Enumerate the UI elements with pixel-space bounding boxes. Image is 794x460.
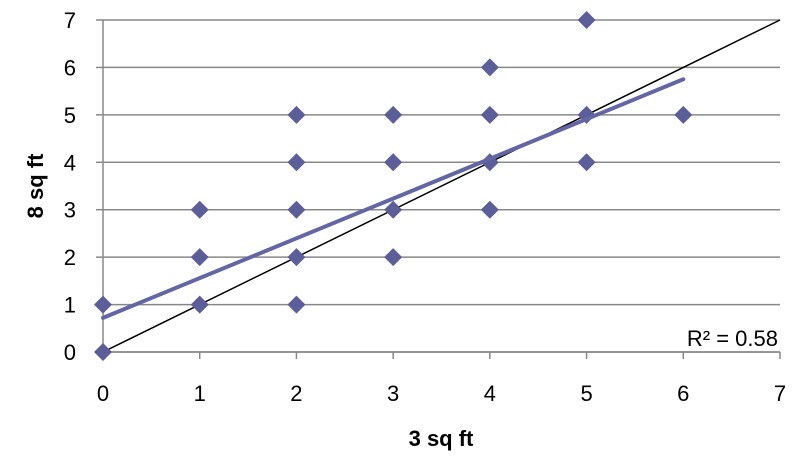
y-tick-label: 5 bbox=[64, 103, 76, 128]
x-tick-label: 4 bbox=[484, 381, 496, 406]
data-point bbox=[190, 200, 209, 219]
x-tick-label: 0 bbox=[97, 381, 109, 406]
data-point bbox=[94, 295, 112, 314]
data-point bbox=[287, 105, 306, 124]
x-axis-title: 3 sq ft bbox=[409, 426, 474, 451]
y-tick-label: 0 bbox=[64, 340, 76, 365]
data-point bbox=[480, 105, 499, 124]
x-tick-labels: 0 1 2 3 4 5 6 7 bbox=[97, 381, 786, 406]
data-point bbox=[287, 295, 306, 314]
data-point bbox=[190, 295, 209, 314]
reference-line bbox=[102, 19, 781, 353]
data-point bbox=[480, 58, 499, 77]
data-point bbox=[577, 11, 596, 29]
data-point bbox=[190, 248, 209, 267]
y-tick-label: 7 bbox=[64, 8, 76, 33]
x-tick-label: 7 bbox=[774, 381, 786, 406]
data-point bbox=[287, 200, 306, 219]
y-axis-title: 8 sq ft bbox=[23, 153, 48, 218]
trendline bbox=[101, 77, 686, 320]
trendline-group bbox=[101, 77, 686, 320]
data-point bbox=[287, 248, 306, 267]
data-point bbox=[384, 153, 403, 172]
data-point bbox=[94, 343, 112, 361]
r-squared-label: R² = 0.58 bbox=[687, 326, 778, 351]
x-tick-label: 6 bbox=[677, 381, 689, 406]
x-tick-label: 1 bbox=[194, 381, 206, 406]
x-tick-label: 5 bbox=[580, 381, 592, 406]
y-tick-labels: 0 1 2 3 4 5 6 7 bbox=[64, 8, 76, 365]
data-point bbox=[674, 105, 693, 124]
data-point bbox=[480, 200, 499, 219]
y-tick-label: 2 bbox=[64, 245, 76, 270]
y-tick-label: 4 bbox=[64, 150, 76, 175]
data-point bbox=[384, 105, 403, 124]
data-point bbox=[384, 248, 403, 267]
data-point bbox=[384, 200, 403, 219]
x-tick-label: 2 bbox=[290, 381, 302, 406]
reference-line-group bbox=[102, 19, 781, 353]
data-point bbox=[577, 153, 596, 172]
y-tick-label: 6 bbox=[64, 55, 76, 80]
y-tick-label: 3 bbox=[64, 198, 76, 223]
x-tick-label: 3 bbox=[387, 381, 399, 406]
grid-lines bbox=[103, 19, 780, 353]
data-points bbox=[94, 11, 693, 361]
data-point bbox=[287, 153, 306, 172]
y-tick-label: 1 bbox=[64, 293, 76, 318]
